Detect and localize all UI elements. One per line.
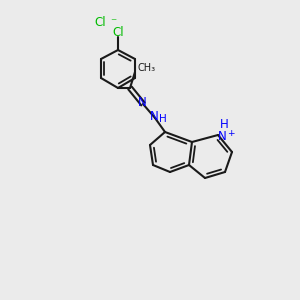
Text: ⁻: ⁻ <box>110 16 116 29</box>
Text: H: H <box>220 118 228 131</box>
Text: +: + <box>227 128 235 137</box>
Text: N: N <box>138 97 146 110</box>
Text: H: H <box>159 114 167 124</box>
Text: Cl: Cl <box>94 16 106 29</box>
Text: CH₃: CH₃ <box>138 63 156 73</box>
Text: N: N <box>150 110 158 124</box>
Text: Cl: Cl <box>112 26 124 38</box>
Text: N: N <box>218 130 226 143</box>
